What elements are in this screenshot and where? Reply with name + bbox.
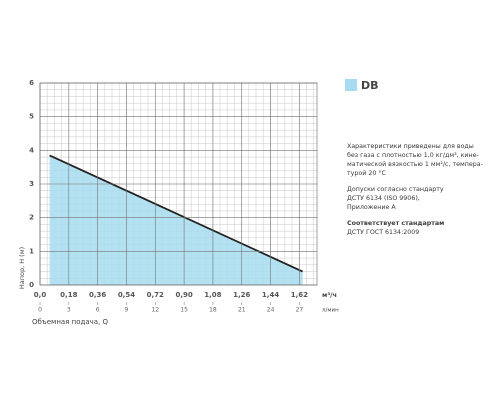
- x-tick-label: 1,08: [204, 291, 221, 299]
- x2-tick-label: 12: [151, 307, 159, 314]
- y-tick-label: 3: [29, 180, 34, 188]
- note-line: ДСТУ 6134 (ISO 9906),: [347, 195, 420, 202]
- x2-tick-label: 27: [296, 307, 304, 314]
- x2-tick-label: 18: [209, 307, 217, 314]
- note-line: Характеристики приведены для воды: [347, 143, 474, 150]
- note-line: Приложение А: [347, 204, 396, 211]
- y-tick-label: 6: [29, 79, 34, 87]
- note-line: матической вязкостью 1 мм²/с, темпера-: [347, 160, 483, 168]
- x-tick-label: 0,18: [60, 291, 77, 299]
- x-tick-label: 0,0: [34, 291, 47, 299]
- curve: [49, 154, 303, 273]
- legend-label: DB: [361, 79, 379, 92]
- y-tick-label: 5: [29, 113, 34, 121]
- x-tick-label: 0,54: [118, 291, 135, 299]
- x2-tick-label: 21: [238, 307, 246, 314]
- x-tick-label: 1,44: [262, 291, 279, 299]
- y-axis-label: Напор, H (м): [18, 247, 26, 289]
- x2-tick-label: 24: [267, 307, 275, 314]
- note-line: турой 20 °C: [347, 169, 387, 177]
- x-axis-label: Объемная подача, Q: [32, 318, 109, 326]
- x-tick-label: 0,90: [175, 291, 192, 299]
- note-line: ДСТУ ГОСТ 6134:2009: [347, 229, 419, 236]
- x2-tick-label: 0: [38, 307, 42, 314]
- x-tick-label: 1,26: [233, 291, 250, 299]
- plot-frame: [39, 82, 318, 286]
- y-tick-label: 2: [29, 214, 34, 222]
- note-line: Допуски согласно стандарту: [347, 186, 444, 193]
- x2-tick-label: 15: [180, 307, 188, 314]
- x2-tick-label: 6: [96, 307, 100, 314]
- x-unit: м³/ч: [322, 291, 337, 299]
- x-tick-label: 0,72: [147, 291, 164, 299]
- x2-unit: л/мин: [322, 308, 339, 314]
- y-tick-label: 4: [29, 146, 34, 154]
- note-heading: Соответствует стандартам: [347, 220, 444, 227]
- y-tick-label: 1: [29, 247, 34, 255]
- area: [49, 155, 303, 285]
- x-tick-label: 0,36: [89, 291, 106, 299]
- note-line: без газа с плотностью 1,0 кг/дм³, кине-: [347, 151, 479, 159]
- y-tick-label: 0: [29, 281, 34, 289]
- legend-swatch: [345, 79, 357, 91]
- x2-tick-label: 9: [125, 307, 129, 314]
- x-tick-label: 1,62: [291, 291, 308, 299]
- x2-tick-label: 3: [67, 307, 71, 314]
